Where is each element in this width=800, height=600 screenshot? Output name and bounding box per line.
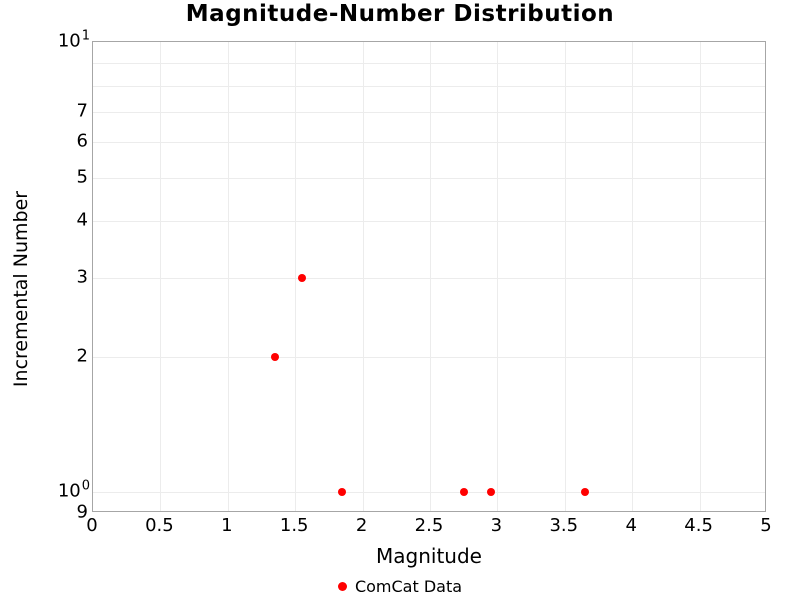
gridline-vertical xyxy=(295,42,297,511)
gridline-vertical xyxy=(632,42,634,511)
gridline-vertical xyxy=(699,42,701,511)
x-tick-label: 3 xyxy=(490,515,503,536)
y-tick-label: 3 xyxy=(76,266,88,287)
data-point xyxy=(338,488,347,497)
x-tick-label: 5 xyxy=(760,515,772,536)
y-tick-label: 101 xyxy=(57,28,90,52)
gridline-vertical xyxy=(564,42,566,511)
y-tick-exponent: 1 xyxy=(81,28,90,44)
legend-label: ComCat Data xyxy=(354,576,463,596)
gridline-horizontal xyxy=(93,221,765,223)
y-axis-label: Incremental Number xyxy=(10,190,32,388)
plot-area xyxy=(92,41,766,512)
data-point xyxy=(297,273,306,282)
x-tick-label: 2.5 xyxy=(414,515,444,536)
data-point xyxy=(270,352,279,361)
x-tick-label: 0.5 xyxy=(145,515,174,536)
x-tick-label: 3.5 xyxy=(549,515,579,536)
x-tick-label: 4.5 xyxy=(684,515,713,536)
gridline-vertical xyxy=(430,42,431,511)
data-point xyxy=(486,488,495,497)
x-tick-label: 1 xyxy=(221,515,233,536)
y-tick-label: 7 xyxy=(76,100,88,122)
gridline-horizontal xyxy=(93,111,765,113)
y-tick-label: 6 xyxy=(76,130,88,152)
y-tick-label: 2 xyxy=(76,345,88,367)
x-tick-label: 1.5 xyxy=(279,515,309,536)
gridline-horizontal xyxy=(93,492,765,494)
legend: ComCat Data xyxy=(0,574,800,598)
gridline-horizontal xyxy=(93,356,765,358)
legend-marker-icon xyxy=(337,581,347,591)
x-tick-label: 4 xyxy=(625,515,637,536)
gridline-vertical xyxy=(497,42,499,511)
x-tick-label: 2 xyxy=(355,515,368,536)
chart-title: Magnitude-Number Distribution xyxy=(185,1,615,27)
y-tick-label: 5 xyxy=(76,166,88,188)
x-tick-label: 0 xyxy=(86,515,98,536)
gridline-vertical xyxy=(227,42,229,511)
x-axis-label: Magnitude xyxy=(376,544,482,568)
gridline-horizontal xyxy=(93,277,765,279)
gridline-horizontal xyxy=(93,62,765,64)
gridline-vertical xyxy=(160,42,162,511)
y-tick-label: 9 xyxy=(76,501,88,523)
data-point xyxy=(459,488,468,497)
data-point xyxy=(581,488,590,497)
gridline-horizontal xyxy=(93,177,765,179)
gridline-horizontal xyxy=(93,141,765,143)
y-tick-label: 100 xyxy=(57,478,90,502)
y-tick-exponent: 0 xyxy=(81,478,90,494)
y-tick-label: 4 xyxy=(76,209,88,231)
gridline-vertical xyxy=(362,42,364,511)
gridline-horizontal xyxy=(93,85,765,87)
